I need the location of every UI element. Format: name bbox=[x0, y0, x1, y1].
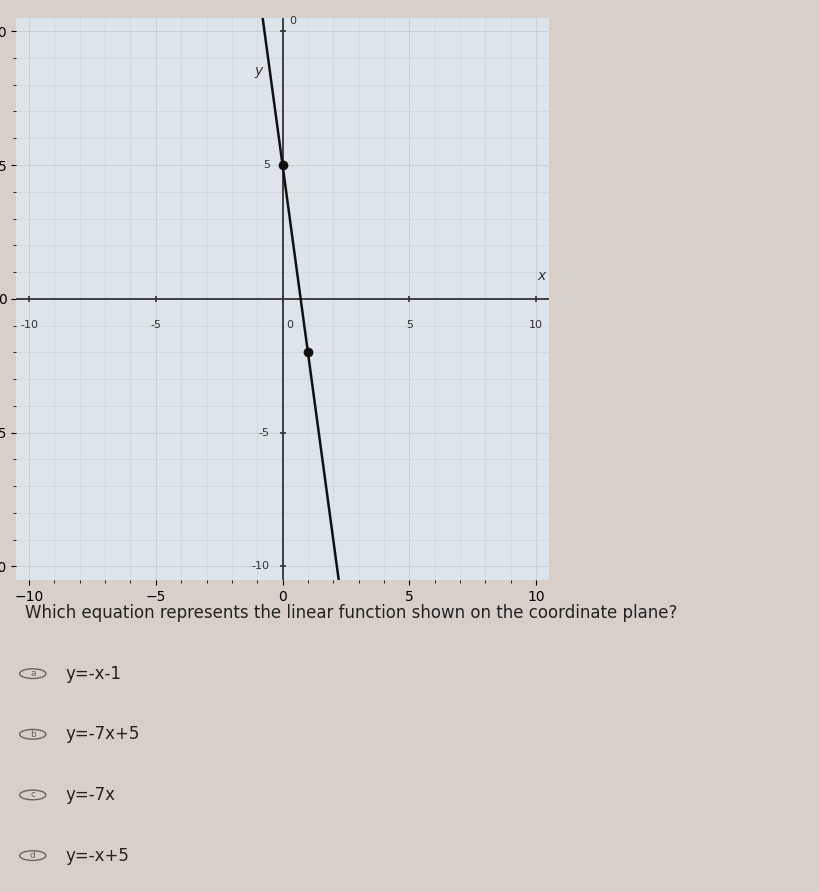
Text: 0: 0 bbox=[289, 16, 296, 26]
Text: c: c bbox=[30, 790, 35, 799]
Text: a: a bbox=[30, 669, 35, 678]
Text: 5: 5 bbox=[263, 160, 270, 170]
Text: y: y bbox=[254, 64, 262, 78]
Text: d: d bbox=[29, 851, 36, 860]
Text: y=-x+5: y=-x+5 bbox=[66, 847, 129, 864]
Text: 5: 5 bbox=[405, 320, 413, 330]
Text: b: b bbox=[29, 730, 36, 739]
Text: 0: 0 bbox=[287, 320, 294, 330]
Text: 10: 10 bbox=[529, 320, 543, 330]
Text: y=-7x+5: y=-7x+5 bbox=[66, 725, 140, 743]
Text: Which equation represents the linear function shown on the coordinate plane?: Which equation represents the linear fun… bbox=[25, 604, 677, 622]
Text: -5: -5 bbox=[151, 320, 161, 330]
Text: -5: -5 bbox=[259, 427, 270, 438]
Text: y=-7x: y=-7x bbox=[66, 786, 115, 804]
Text: x: x bbox=[537, 268, 545, 283]
Text: y=-x-1: y=-x-1 bbox=[66, 665, 121, 682]
Text: -10: -10 bbox=[252, 561, 270, 572]
Text: -10: -10 bbox=[20, 320, 38, 330]
